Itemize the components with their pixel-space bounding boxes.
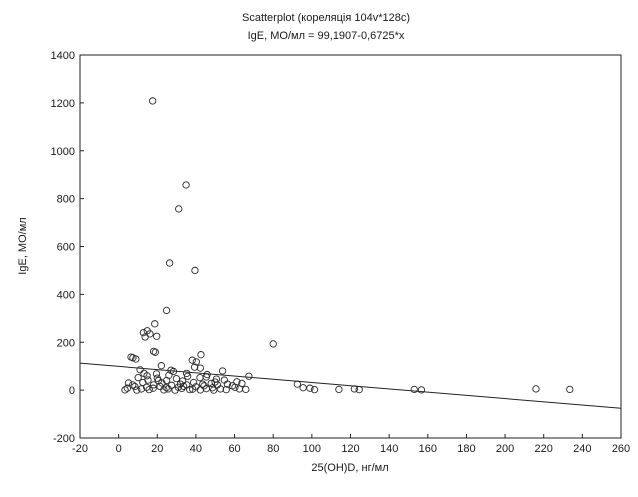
data-point <box>162 306 171 315</box>
data-point <box>143 372 151 380</box>
data-point <box>160 386 168 394</box>
data-point <box>148 97 157 105</box>
data-point <box>182 181 190 189</box>
data-points <box>121 97 574 394</box>
data-point <box>121 386 129 394</box>
data-point <box>176 380 185 388</box>
data-point <box>149 347 158 355</box>
data-point <box>166 259 174 267</box>
y-tick-label: 1000 <box>51 146 75 158</box>
data-point <box>152 370 161 378</box>
data-point <box>188 356 196 364</box>
x-tick-label: 80 <box>267 443 279 455</box>
data-point <box>310 385 319 394</box>
data-point <box>162 376 171 385</box>
y-tick-label: 0 <box>69 385 75 397</box>
x-tick-label: 140 <box>380 443 398 455</box>
x-tick-label: 100 <box>303 443 321 455</box>
data-point <box>162 384 171 392</box>
y-tick-label: 200 <box>57 337 75 349</box>
data-point <box>269 340 277 348</box>
data-point <box>245 372 253 380</box>
regression-line <box>79 362 622 409</box>
y-tick-label: 400 <box>57 289 75 301</box>
y-tick-label: 600 <box>57 242 75 254</box>
data-point <box>306 384 314 392</box>
data-point <box>153 332 161 340</box>
data-point <box>211 378 219 386</box>
data-point <box>145 385 153 394</box>
x-tick-label: 160 <box>419 443 437 455</box>
data-point <box>149 384 157 392</box>
data-point <box>136 366 144 374</box>
data-point <box>141 333 149 341</box>
y-tick-label: 1400 <box>51 50 75 62</box>
x-axis-title: 25(OH)D, нг/мл <box>311 462 388 474</box>
x-tick-label: 220 <box>535 443 553 455</box>
data-point <box>335 385 343 394</box>
data-point <box>129 381 137 389</box>
x-tick-label: 60 <box>228 443 240 455</box>
data-point <box>417 386 426 394</box>
data-point <box>134 374 142 382</box>
data-point <box>149 381 158 389</box>
y-tick-label: 1200 <box>51 98 75 110</box>
data-point <box>178 384 186 393</box>
data-point <box>223 380 232 388</box>
chart-title: Scatterplot (кореляція 104v*128c) <box>242 12 410 24</box>
data-point <box>175 205 183 213</box>
data-point <box>196 364 205 372</box>
data-point <box>131 382 139 391</box>
x-tick-label: 180 <box>457 443 475 455</box>
data-point <box>186 385 194 394</box>
data-point <box>216 385 225 393</box>
y-axis: -200 0 200 400 600 800 1000 1200 1400 <box>51 50 84 445</box>
data-point <box>157 362 165 370</box>
data-point <box>151 348 160 356</box>
data-point <box>190 363 199 371</box>
data-point <box>137 385 146 393</box>
regression-line-group <box>79 362 622 409</box>
data-point <box>199 380 207 388</box>
x-tick-label: 200 <box>496 443 514 455</box>
data-point <box>231 383 239 391</box>
x-tick-label: 40 <box>190 443 202 455</box>
data-point <box>210 386 218 394</box>
data-point <box>191 266 199 275</box>
y-tick-label: -200 <box>53 433 75 445</box>
x-tick-label: 20 <box>151 443 163 455</box>
x-tick-label: -20 <box>72 443 88 455</box>
data-point <box>192 358 200 366</box>
data-point <box>133 386 141 394</box>
data-point <box>188 385 197 393</box>
data-point <box>172 374 181 383</box>
y-tick-label: 800 <box>57 194 75 206</box>
data-point <box>151 320 159 328</box>
data-point <box>566 385 574 394</box>
data-point <box>532 385 540 393</box>
x-axis: -20 0 20 40 60 80 100 120 140 160 180 200 220 240 260 <box>72 434 630 455</box>
y-axis-title: IgE, МО/мл <box>17 217 29 274</box>
x-tick-label: 240 <box>573 443 591 455</box>
data-point <box>410 385 418 394</box>
plot-area <box>79 54 622 439</box>
x-tick-label: 260 <box>612 443 630 455</box>
data-point <box>196 374 204 382</box>
data-point <box>222 385 230 394</box>
data-point <box>242 385 250 394</box>
x-tick-label: 120 <box>341 443 359 455</box>
data-point <box>164 385 172 393</box>
data-point <box>132 355 140 363</box>
data-point <box>123 384 131 392</box>
data-point <box>154 376 163 385</box>
x-tick-label: 0 <box>116 443 122 455</box>
data-point <box>124 379 133 387</box>
data-point <box>218 367 227 375</box>
chart-subtitle: IgE, МО/мл = 99,1907-0,6725*x <box>248 30 405 42</box>
data-point <box>183 372 192 380</box>
data-point <box>197 351 205 359</box>
data-point <box>171 386 179 394</box>
